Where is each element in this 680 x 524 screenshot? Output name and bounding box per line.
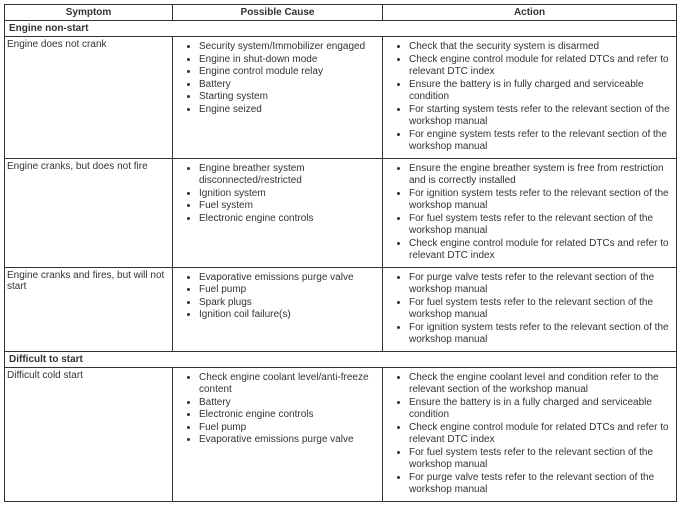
table-row: Difficult cold start Check engine coolant… [5,367,677,501]
action-cell: Check the engine coolant level and condi… [383,367,677,501]
list-item: Ensure the battery is in a fully charged… [409,397,672,422]
list-item: Check engine control module for related … [409,422,672,447]
cause-list: Engine breather system disconnected/rest… [177,163,378,226]
symptom-cell: Engine cranks and fires, but will not st… [5,267,173,351]
symptom-cell: Engine cranks, but does not fire [5,158,173,267]
table-row: Engine does not crankSecurity system/Imm… [5,37,677,159]
list-item: For ignition system tests refer to the r… [409,322,672,347]
section-row: Engine non-start [5,21,677,37]
header-cause: Possible Cause [173,5,383,21]
list-item: Battery [199,79,378,92]
list-item: Ensure the battery is in fully charged a… [409,79,672,104]
table-row: Engine cranks and fires, but will not st… [5,267,677,351]
list-item: Check that the security system is disarm… [409,41,672,54]
list-item: Check the engine coolant level and condi… [409,372,672,397]
list-item: Starting system [199,91,378,104]
header-symptom: Symptom [5,5,173,21]
list-item: Fuel system [199,200,378,213]
list-item: Security system/Immobilizer engaged [199,41,378,54]
list-item: Check engine control module for related … [409,238,672,263]
list-item: Spark plugs [199,297,378,310]
list-item: Ensure the engine breather system is fre… [409,163,672,188]
cause-cell: Evaporative emissions purge valveFuel pu… [173,267,383,351]
cause-list: Security system/Immobilizer engagedEngin… [177,41,378,116]
cause-list: Check engine coolant level/anti-freeze c… [177,372,378,447]
list-item: Ignition coil failure(s) [199,309,378,322]
list-item: Check engine control module for related … [409,54,672,79]
list-item: Ignition system [199,188,378,201]
action-list: Check that the security system is disarm… [387,41,672,154]
list-item: Engine in shut-down mode [199,54,378,67]
symptom-cell: Difficult cold start [5,367,173,501]
cause-cell: Security system/Immobilizer engagedEngin… [173,37,383,159]
header-row: Symptom Possible Cause Action [5,5,677,21]
diagnostic-table: Symptom Possible Cause Action Engine non… [4,4,677,502]
list-item: For fuel system tests refer to the relev… [409,213,672,238]
list-item: Evaporative emissions purge valve [199,434,378,447]
list-item: Battery [199,397,378,410]
symptom-cell: Engine does not crank [5,37,173,159]
list-item: Engine control module relay [199,66,378,79]
list-item: For ignition system tests refer to the r… [409,188,672,213]
list-item: Fuel pump [199,284,378,297]
cause-list: Evaporative emissions purge valveFuel pu… [177,272,378,322]
action-cell: Ensure the engine breather system is fre… [383,158,677,267]
list-item: Fuel pump [199,422,378,435]
list-item: Evaporative emissions purge valve [199,272,378,285]
list-item: Electronic engine controls [199,409,378,422]
table-row: Engine cranks, but does not fire Engine b… [5,158,677,267]
list-item: For fuel system tests refer to the relev… [409,297,672,322]
list-item: Check engine coolant level/anti-freeze c… [199,372,378,397]
section-title: Engine non-start [5,21,677,37]
action-cell: Check that the security system is disarm… [383,37,677,159]
action-list: Ensure the engine breather system is fre… [387,163,672,263]
action-cell: For purge valve tests refer to the relev… [383,267,677,351]
section-title: Difficult to start [5,351,677,367]
list-item: For engine system tests refer to the rel… [409,129,672,154]
action-list: Check the engine coolant level and condi… [387,372,672,497]
list-item: Engine breather system disconnected/rest… [199,163,378,188]
list-item: Electronic engine controls [199,213,378,226]
cause-cell: Engine breather system disconnected/rest… [173,158,383,267]
action-list: For purge valve tests refer to the relev… [387,272,672,347]
list-item: For fuel system tests refer to the relev… [409,447,672,472]
header-action: Action [383,5,677,21]
section-row: Difficult to start [5,351,677,367]
list-item: For purge valve tests refer to the relev… [409,472,672,497]
list-item: Engine seized [199,104,378,117]
cause-cell: Check engine coolant level/anti-freeze c… [173,367,383,501]
list-item: For purge valve tests refer to the relev… [409,272,672,297]
list-item: For starting system tests refer to the r… [409,104,672,129]
